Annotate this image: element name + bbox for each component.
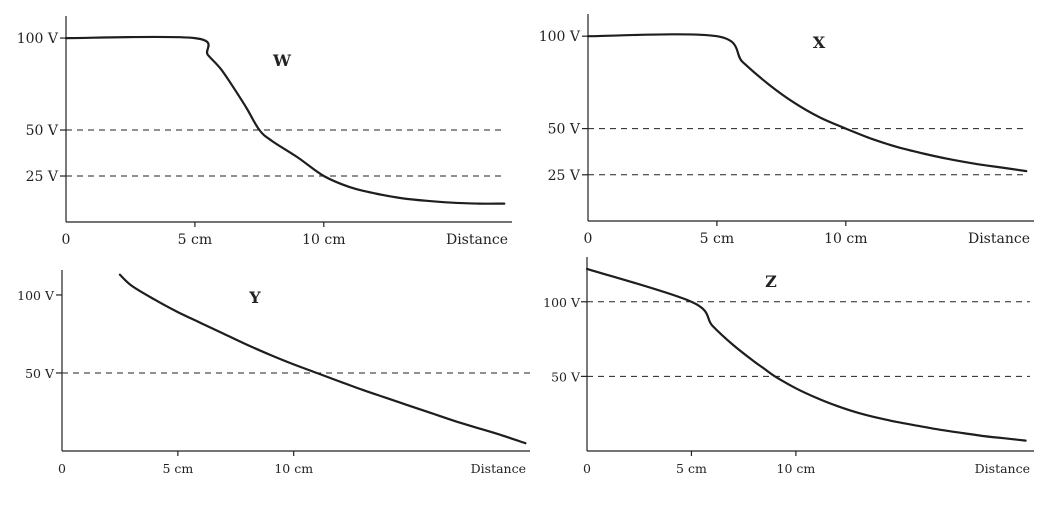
potential-curve (64, 35, 506, 205)
x-tick-label: 5 cm (162, 461, 193, 476)
y-tick-label: 25 V (26, 169, 59, 185)
y-tick-label: 50 V (25, 366, 55, 381)
potential-curve (118, 273, 527, 445)
y-tick-label: 50 V (26, 123, 59, 139)
potential-curve (585, 267, 1027, 442)
y-tick-label: 50 V (551, 369, 581, 384)
y-tick-label: 100 V (543, 295, 581, 310)
x-tick-label: 0 (62, 232, 71, 248)
x-tick-label: 10 cm (777, 461, 816, 476)
y-tick-label: 100 V (539, 29, 581, 45)
x-tick-label: 10 cm (274, 461, 313, 476)
x-tick-label: 5 cm (178, 232, 212, 248)
y-tick-label: 100 V (17, 31, 59, 47)
y-tick-label: 25 V (548, 168, 581, 184)
panel-title: X (813, 33, 826, 52)
x-tick-label: 0 (584, 231, 593, 247)
x-axis-label: Distance (975, 461, 1030, 476)
panel-title: W (272, 51, 292, 70)
x-tick-label: 10 cm (302, 232, 345, 248)
panel-w: 100 V 50 V 25 V 0 5 cm 10 cm Distance W (17, 16, 512, 248)
potential-curve (586, 33, 1028, 173)
x-tick-label: 10 cm (824, 231, 867, 247)
x-axis-label: Distance (446, 232, 508, 248)
x-tick-label: 0 (583, 461, 591, 476)
y-tick-label: 100 V (17, 288, 55, 303)
x-axis-label: Distance (471, 461, 526, 476)
x-tick-label: 5 cm (700, 231, 734, 247)
panel-title: Z (765, 272, 777, 291)
panel-z: 100 V 50 V 0 5 cm 10 cm Distance Z (543, 257, 1034, 476)
panel-x: 100 V 50 V 25 V 0 5 cm 10 cm Distance X (539, 14, 1034, 247)
panel-title: Y (248, 288, 261, 307)
x-tick-label: 5 cm (676, 461, 707, 476)
x-axis-label: Distance (968, 231, 1030, 247)
x-tick-label: 0 (58, 461, 66, 476)
panel-y: 100 V 50 V 0 5 cm 10 cm Distance Y (17, 270, 530, 476)
y-tick-label: 50 V (548, 122, 581, 138)
